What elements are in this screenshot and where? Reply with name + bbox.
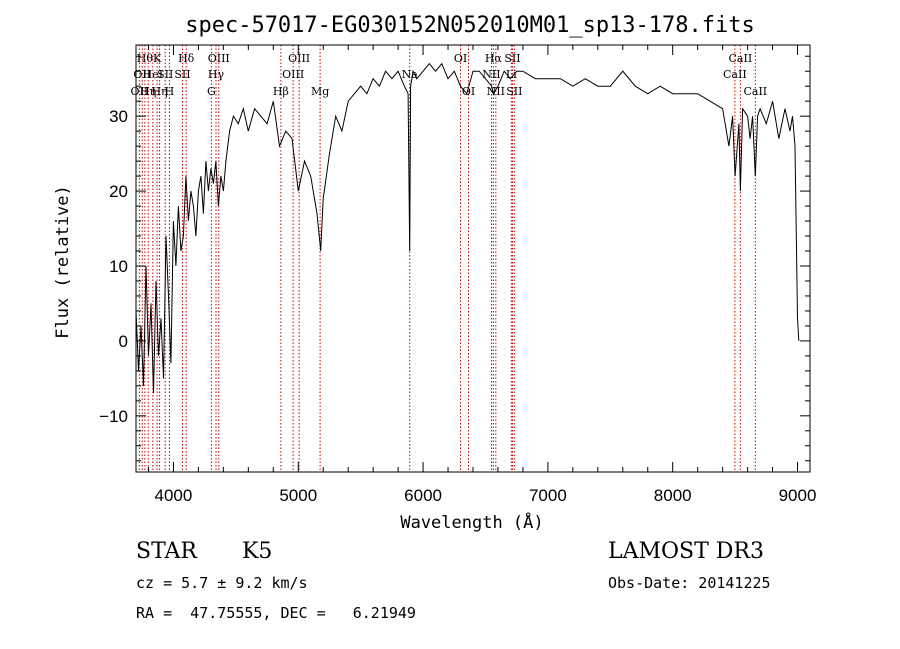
line-id-labels: OIIOIIHθHηHeIKHηSIIHSIIHδGHγOIIIHβOIIIOI… [131,52,768,98]
line-label: OI [454,52,467,65]
y-axis-label: Flux (relative) [53,185,73,339]
line-label: OI [462,85,475,98]
line-label: Hη [140,85,156,98]
line-label: Hγ [208,68,225,81]
line-label: K [153,52,162,65]
line-label: Hβ [273,85,289,98]
x-axis-label: Wavelength (Å) [400,511,543,533]
survey-name: LAMOST DR3 [608,539,764,564]
object-class: STAR [136,539,197,564]
line-label: H [165,85,175,98]
observation-date: Obs-Date: 20141225 [608,574,771,592]
plot-frame [135,44,811,473]
object-subclass: K5 [242,539,273,564]
x-tick-label: 4000 [155,486,193,505]
x-tick-label: 5000 [279,486,317,505]
line-label: Hδ [178,52,195,65]
line-label: Na [402,68,419,81]
line-label: Li [506,68,517,81]
line-label: OIII [288,52,310,65]
y-tick-label: 20 [109,182,128,201]
line-label: OIII [208,52,230,65]
line-label: SII [506,85,522,98]
y-tick-label: −10 [99,407,128,426]
spectrum-chart: spec-57017-EG030152N052010M01_sp13-178.f… [53,13,816,533]
line-label: Hθ [137,52,154,65]
y-tick-label: 0 [119,332,128,351]
coordinates: RA = 47.75555, DEC = 6.21949 [136,604,416,622]
line-label: OIII [282,68,304,81]
line-label: G [207,85,216,98]
line-label: CaII [743,85,767,98]
spectrum-series [135,62,800,394]
line-id-markers [138,45,756,472]
line-label: Hα [485,52,503,65]
redshift-cz: cz = 5.7 ± 9.2 km/s [136,574,308,592]
chart-title: spec-57017-EG030152N052010M01_sp13-178.f… [185,13,755,38]
y-tick-label: 30 [109,107,128,126]
x-tick-label: 9000 [779,486,817,505]
x-tick-label: 8000 [654,486,692,505]
line-label: Hη [151,85,167,98]
line-label: NII [482,68,500,81]
y-tick-label: 10 [109,257,128,276]
line-label: HeI [143,68,163,81]
x-tick-label: 7000 [529,486,567,505]
line-label: CaII [729,52,753,65]
line-label: SII [174,68,190,81]
axis-ticks: 4000 5000 6000 7000 8000 9000 −10 0 10 20 30 [99,45,816,505]
line-label: SII [157,68,173,81]
line-label: SII [504,52,520,65]
line-label: OII [131,85,149,98]
x-tick-label: 6000 [404,486,442,505]
line-label: CaII [723,68,747,81]
line-label: NII [487,85,505,98]
line-label: Mg [311,85,329,98]
